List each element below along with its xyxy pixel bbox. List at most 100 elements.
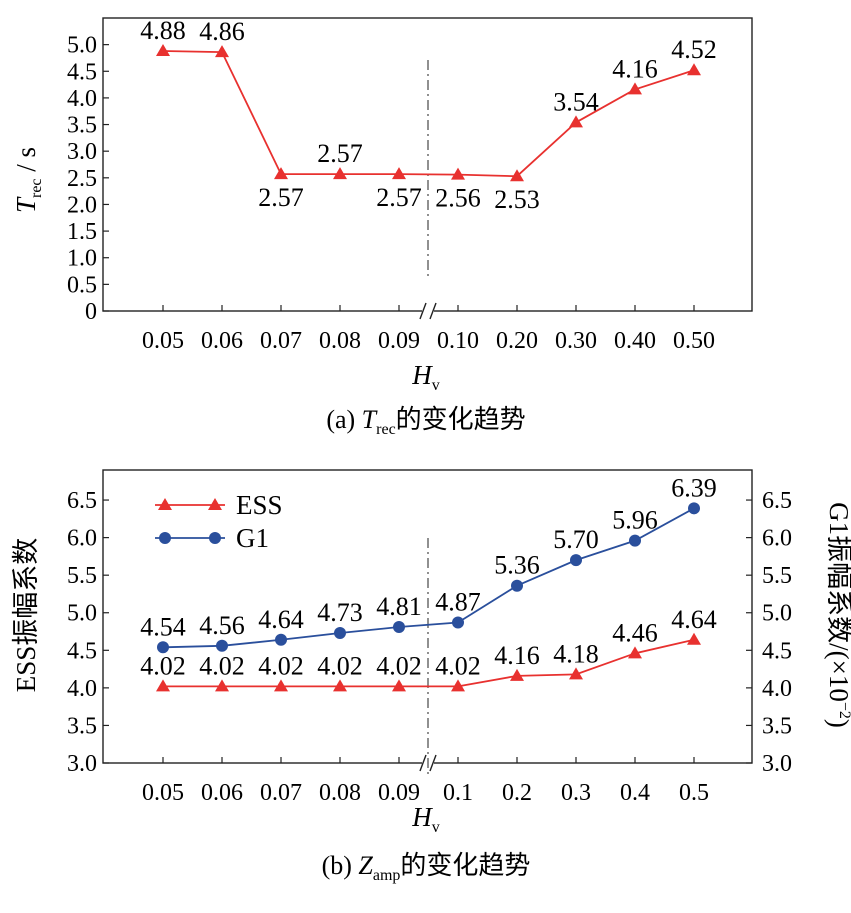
series-line-G1 (162, 507, 695, 649)
data-point-ESS (510, 668, 524, 681)
y-tick-label-right-b: 5.5 (762, 563, 792, 589)
data-point-ESS (215, 679, 229, 692)
data-label-G1: 4.54 (140, 612, 186, 641)
data-label-G1: 4.56 (199, 611, 245, 640)
data-point-G1 (393, 621, 405, 634)
panel-b-xlabel: Hv (411, 802, 440, 836)
data-label-ESS: 4.02 (376, 651, 422, 680)
y-tick-label-b: 6.0 (67, 526, 97, 552)
data-point-a (687, 63, 701, 76)
data-point-a (156, 44, 170, 57)
x-tick-label-b: 0.06 (201, 780, 243, 806)
data-label-G1: 4.73 (317, 598, 363, 627)
x-tick-label-a: 0.06 (201, 328, 243, 354)
data-label-ESS: 4.02 (258, 651, 304, 680)
panel-a-caption: (a) Trec的变化趋势 (326, 405, 525, 438)
x-tick-label-b: 0.3 (561, 780, 591, 806)
x-tick-label-b: 0.07 (260, 780, 302, 806)
data-label-a: 3.54 (553, 87, 599, 116)
data-point-a (451, 167, 465, 180)
x-tick-label-a: 0.30 (555, 328, 597, 354)
data-point-a (510, 169, 524, 182)
x-tick-label-a: 0.07 (260, 328, 302, 354)
data-label-ESS: 4.02 (435, 651, 481, 680)
data-point-ESS (274, 679, 288, 692)
data-point-G1 (511, 579, 523, 592)
y-tick-label-b: 3.0 (67, 751, 97, 777)
x-tick-label-a: 0.09 (378, 328, 420, 354)
x-tick-label-a: 0.40 (614, 328, 656, 354)
x-tick-label-a: 0.20 (496, 328, 538, 354)
series-line-a (162, 50, 695, 178)
y-tick-label-a: 4.0 (67, 86, 97, 112)
x-tick-label-b: 0.05 (142, 780, 184, 806)
data-label-G1: 6.39 (671, 473, 717, 502)
data-label-G1: 4.87 (435, 588, 481, 617)
axis-break-gap-a (422, 307, 434, 315)
data-label-ESS: 4.64 (671, 605, 717, 634)
panel-a-xlabel: Hv (411, 360, 440, 394)
y-tick-label-right-b: 4.5 (762, 638, 792, 664)
x-tick-label-b: 0.09 (378, 780, 420, 806)
data-label-ESS: 4.16 (494, 641, 540, 670)
y-tick-label-right-b: 5.0 (762, 601, 792, 627)
data-label-a: 4.88 (140, 16, 186, 45)
y-tick-label-right-b: 3.5 (762, 713, 792, 739)
x-tick-label-b: 0.5 (679, 780, 709, 806)
data-label-G1: 4.64 (258, 605, 304, 634)
data-label-G1: 5.96 (612, 506, 658, 535)
data-point-G1 (157, 641, 169, 654)
x-tick-label-a: 0.08 (319, 328, 361, 354)
data-label-a: 4.52 (671, 35, 717, 64)
data-label-ESS: 4.02 (317, 651, 363, 680)
data-label-ESS: 4.02 (199, 651, 245, 680)
legend-marker-G1 (159, 532, 171, 544)
data-point-G1 (688, 502, 700, 515)
data-point-G1 (629, 534, 641, 547)
data-label-a: 2.57 (317, 139, 363, 168)
x-tick-label-b: 0.4 (620, 780, 650, 806)
data-point-a (392, 167, 406, 180)
y-tick-label-b: 4.5 (67, 638, 97, 664)
data-point-ESS (156, 679, 170, 692)
legend-label-ESS: ESS (236, 490, 283, 520)
data-point-ESS (687, 632, 701, 645)
y-tick-label-b: 3.5 (67, 713, 97, 739)
axis-break-mark-b (419, 754, 427, 772)
data-label-ESS: 4.02 (140, 651, 186, 680)
data-point-a (333, 167, 347, 180)
data-point-ESS (333, 679, 347, 692)
y-tick-label-a: 0 (85, 299, 97, 325)
data-label-ESS: 4.18 (553, 639, 599, 668)
data-point-a (274, 167, 288, 180)
data-point-G1 (570, 554, 582, 567)
legend-label-G1: G1 (236, 523, 269, 553)
data-label-a: 2.57 (376, 183, 422, 212)
y-tick-label-b: 6.5 (67, 488, 97, 514)
y-tick-label-a: 3.5 (67, 113, 97, 139)
y-tick-label-right-b: 3.0 (762, 751, 792, 777)
data-point-a (215, 45, 229, 58)
data-point-G1 (334, 627, 346, 640)
x-tick-label-a: 0.05 (142, 328, 184, 354)
data-label-a: 2.57 (258, 183, 304, 212)
x-tick-label-b: 0.1 (443, 780, 473, 806)
y-tick-label-a: 1.0 (67, 246, 97, 272)
axis-break-mark-b (429, 754, 437, 772)
legend-marker-G1 (209, 532, 221, 544)
y-tick-label-a: 4.5 (67, 59, 97, 85)
data-label-G1: 5.70 (553, 525, 599, 554)
legend-marker-ESS (158, 498, 172, 510)
panel-b-caption: (b) Zamp的变化趋势 (322, 851, 531, 884)
data-point-G1 (452, 616, 464, 629)
data-label-a: 4.86 (199, 17, 245, 46)
data-point-G1 (216, 639, 228, 652)
data-point-a (628, 82, 642, 95)
data-label-a: 4.16 (612, 54, 658, 83)
data-label-ESS: 4.46 (612, 618, 658, 647)
y-tick-label-right-b: 6.5 (762, 488, 792, 514)
y-tick-label-a: 0.5 (67, 272, 97, 298)
data-point-a (569, 115, 583, 128)
data-point-ESS (628, 646, 642, 659)
